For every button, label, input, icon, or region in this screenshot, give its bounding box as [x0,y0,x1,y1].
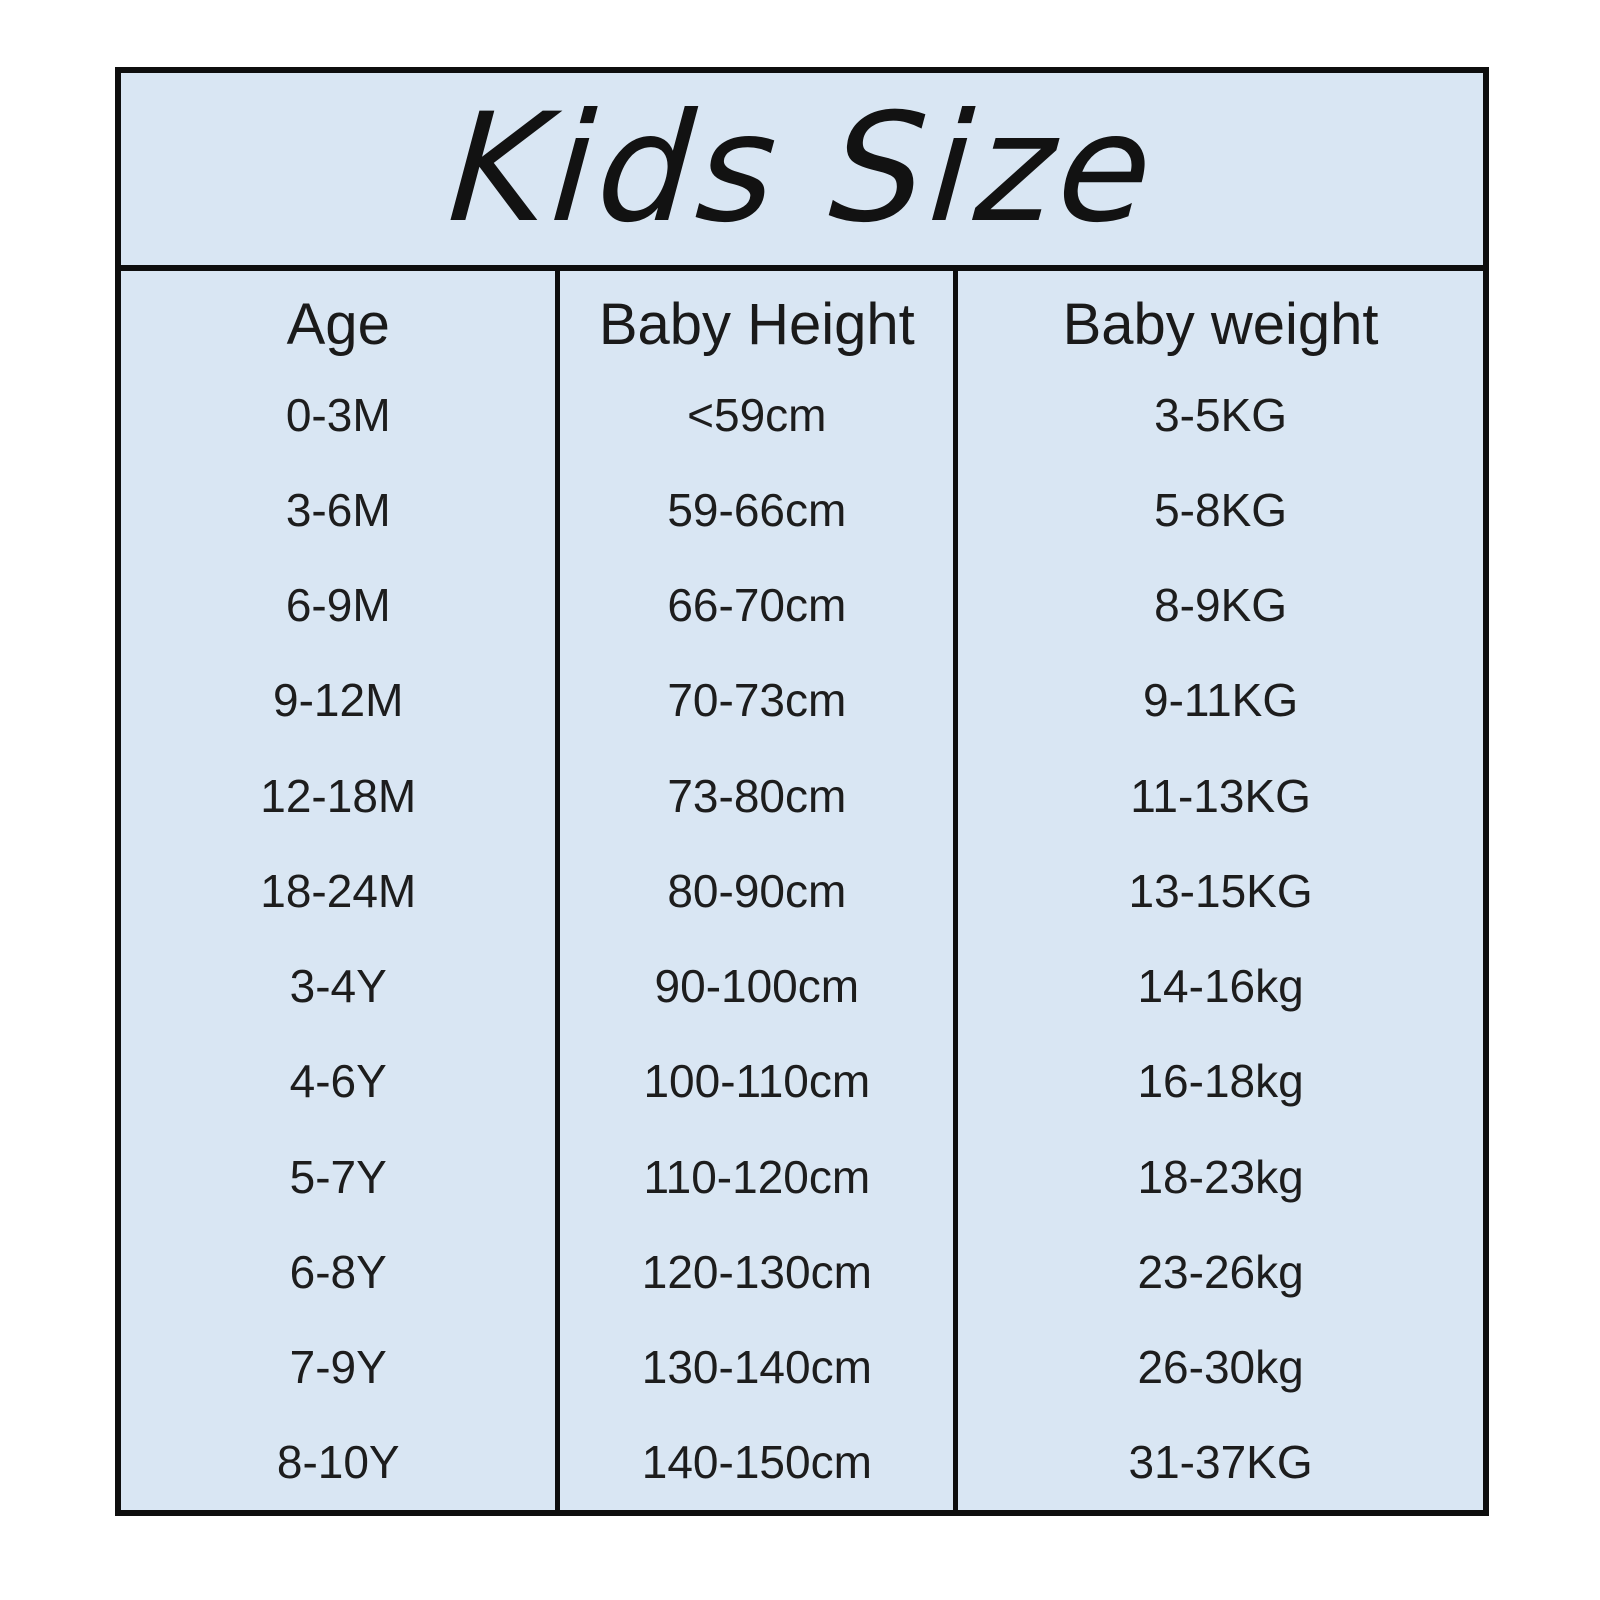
table-cell: 9-12M [273,674,404,727]
table-cell: 66-70cm [667,579,847,632]
table-cell: 31-37KG [1128,1436,1313,1489]
table-cell: 16-18kg [1137,1055,1304,1108]
column-baby-weight: Baby weight 3-5KG 5-8KG 8-9KG 9-11KG 11-… [953,271,1483,1510]
table-cell: 140-150cm [641,1436,872,1489]
column-age: Age 0-3M 3-6M 6-9M 9-12M 12-18M 18-24M 3… [121,271,555,1510]
table-cell: 73-80cm [667,769,847,822]
table-title-band: Kids Size [121,73,1483,271]
table-cell: 90-100cm [654,960,860,1013]
column-baby-height: Baby Height <59cm 59-66cm 66-70cm 70-73c… [555,271,953,1510]
column-header-baby-weight: Baby weight [1062,291,1379,357]
table-cell: 0-3M [285,388,391,441]
table-cell: 7-9Y [289,1341,387,1394]
table-cell: 9-11KG [1143,674,1299,727]
table-cell: 6-8Y [289,1245,387,1298]
table-cell: 80-90cm [667,864,847,917]
table-cell: 8-10Y [276,1436,400,1489]
table-cell: 3-5KG [1154,388,1288,441]
table-cell: 23-26kg [1137,1245,1304,1298]
table-cell: 18-24M [260,864,417,917]
table-cell: 130-140cm [641,1341,872,1394]
page-title: Kids Size [443,82,1161,256]
column-header-baby-height: Baby Height [598,291,915,357]
kids-size-table: Kids Size Age 0-3M 3-6M 6-9M 9-12M 12-18… [115,67,1489,1516]
table-cell: 11-13KG [1130,769,1311,822]
table-cell: 6-9M [285,579,391,632]
table-cell: <59cm [687,388,827,441]
table-cell: 59-66cm [667,483,847,536]
table-cell: 18-23kg [1137,1150,1304,1203]
table-cell: 14-16kg [1137,960,1304,1013]
table-cell: 5-8KG [1154,483,1288,536]
table-cell: 110-120cm [643,1150,871,1203]
table-cell: 3-6M [285,483,391,536]
table-cell: 12-18M [260,769,417,822]
table-cell: 100-110cm [643,1055,871,1108]
table-body: Age 0-3M 3-6M 6-9M 9-12M 12-18M 18-24M 3… [121,271,1483,1510]
column-header-age: Age [286,291,390,357]
table-cell: 4-6Y [289,1055,387,1108]
table-cell: 26-30kg [1137,1341,1304,1394]
table-cell: 3-4Y [289,960,387,1013]
table-cell: 120-130cm [641,1245,872,1298]
table-cell: 70-73cm [667,674,847,727]
table-cell: 13-15KG [1128,864,1313,917]
table-cell: 5-7Y [289,1150,387,1203]
table-cell: 8-9KG [1154,579,1288,632]
